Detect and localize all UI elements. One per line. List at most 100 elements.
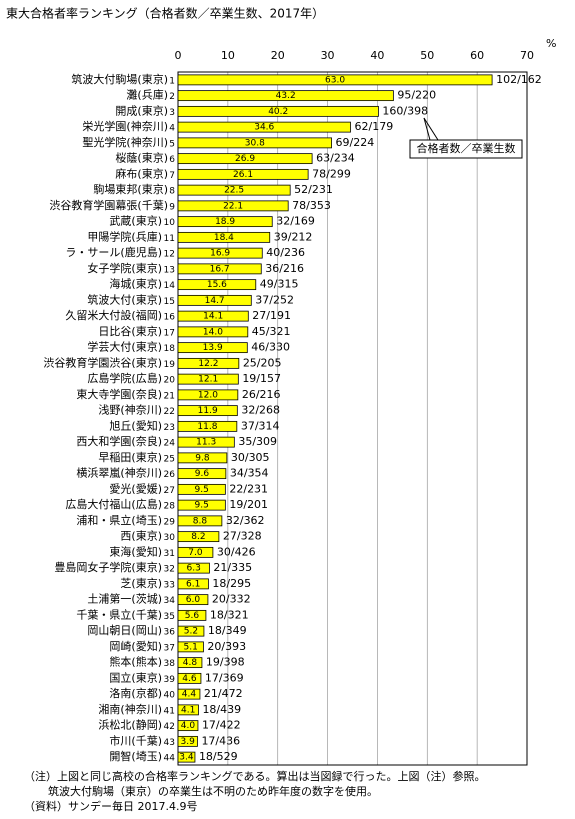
plot-frame bbox=[177, 71, 528, 766]
value-label: 3.9 bbox=[181, 737, 196, 747]
chart-title: 東大合格者率ランキング（合格者数／卒業生数、2017年） bbox=[6, 6, 324, 21]
bar bbox=[177, 625, 205, 637]
value-label: 16.9 bbox=[210, 249, 230, 259]
category-label: 開成(東京) bbox=[115, 103, 168, 117]
value-label: 9.5 bbox=[195, 501, 209, 511]
ratio-label: 26/216 bbox=[242, 388, 281, 401]
value-label: 4.6 bbox=[182, 674, 197, 684]
category-label: 土浦第一(茨城) bbox=[87, 592, 162, 606]
ratio-label: 35/309 bbox=[238, 435, 277, 448]
bar bbox=[177, 672, 202, 684]
category-label: 国立(東京) bbox=[109, 670, 162, 684]
bar bbox=[177, 420, 238, 432]
rank-label: 8 bbox=[169, 187, 175, 197]
category-label: 熊本(熊本) bbox=[109, 655, 162, 669]
value-label: 9.6 bbox=[195, 469, 210, 479]
note: （注）上図と同じ高校の合格率ランキングである。算出は当図録で行った。上図（注）参… bbox=[24, 769, 486, 783]
rank-label: 24 bbox=[164, 439, 176, 449]
category-label: 聖光学院(神奈川) bbox=[82, 135, 168, 149]
value-label: 9.5 bbox=[195, 485, 209, 495]
value-label: 34.6 bbox=[254, 123, 274, 133]
value-label: 11.3 bbox=[196, 438, 216, 448]
ratio-label: 21/472 bbox=[204, 687, 243, 700]
rank-label: 2 bbox=[169, 92, 175, 102]
value-label: 8.2 bbox=[191, 532, 205, 542]
category-label: 武蔵(東京) bbox=[109, 214, 162, 228]
bar bbox=[177, 436, 235, 448]
rank-label: 20 bbox=[164, 376, 176, 386]
rank-label: 15 bbox=[164, 297, 175, 307]
category-label: 渋谷教育学園幕張(千葉) bbox=[49, 198, 168, 212]
rank-label: 18 bbox=[164, 344, 176, 354]
value-label: 13.9 bbox=[203, 343, 223, 353]
category-label: 東海(愛知) bbox=[109, 544, 162, 558]
rank-label: 21 bbox=[164, 391, 175, 401]
rank-label: 16 bbox=[164, 313, 176, 323]
category-label: 甲陽学院(兵庫) bbox=[87, 229, 162, 243]
bar bbox=[177, 184, 291, 196]
ratio-label: 19/201 bbox=[229, 498, 268, 511]
ratio-label: 37/252 bbox=[255, 293, 294, 306]
rank-label: 44 bbox=[164, 754, 176, 764]
category-label: 旭丘(愛知) bbox=[109, 418, 162, 432]
ratio-label: 18/349 bbox=[208, 624, 247, 637]
ratio-label: 78/299 bbox=[312, 167, 351, 180]
ratio-label: 20/393 bbox=[207, 640, 246, 653]
bar bbox=[177, 279, 257, 291]
ratio-label: 27/191 bbox=[252, 309, 291, 322]
x-tick-label: 40 bbox=[370, 49, 384, 62]
bar bbox=[177, 121, 351, 133]
value-label: 5.1 bbox=[184, 642, 198, 652]
ratio-label: 17/369 bbox=[205, 671, 244, 684]
value-label: 12.1 bbox=[198, 375, 218, 385]
bar bbox=[177, 609, 207, 621]
category-label: 千葉・県立(千葉) bbox=[76, 607, 162, 621]
rank-label: 23 bbox=[164, 423, 175, 433]
bar bbox=[177, 373, 239, 385]
callout-text: 合格者数／卒業生数 bbox=[417, 141, 516, 155]
x-tick-label: 60 bbox=[470, 49, 484, 62]
category-label: 女子学院(東京) bbox=[87, 261, 162, 275]
bar bbox=[177, 326, 249, 338]
bar bbox=[177, 578, 209, 590]
rank-label: 29 bbox=[164, 517, 176, 527]
rank-label: 31 bbox=[164, 549, 175, 559]
category-label: 浜松北(静岡) bbox=[98, 718, 162, 732]
category-label: 岡山朝日(岡山) bbox=[87, 624, 162, 637]
rank-label: 27 bbox=[164, 486, 175, 496]
x-tick-label: 70 bbox=[520, 49, 534, 62]
value-label: 43.2 bbox=[276, 91, 296, 101]
ratio-label: 46/330 bbox=[251, 341, 290, 354]
rank-label: 32 bbox=[164, 565, 175, 575]
rank-label: 26 bbox=[164, 470, 176, 480]
value-label: 18.4 bbox=[214, 233, 234, 243]
category-label: 早稲田(東京) bbox=[98, 450, 162, 464]
bar bbox=[177, 751, 196, 763]
rank-label: 42 bbox=[164, 722, 175, 732]
ratio-label: 102/162 bbox=[496, 73, 542, 86]
ratio-label: 21/335 bbox=[213, 561, 252, 574]
x-tick-label: 0 bbox=[175, 49, 182, 62]
category-label: 麻布(東京) bbox=[115, 166, 168, 180]
bar bbox=[177, 216, 273, 228]
ratio-label: 18/321 bbox=[210, 608, 249, 621]
ratio-label: 18/439 bbox=[202, 703, 241, 716]
category-label: 豊島岡女子学院(東京) bbox=[54, 560, 162, 574]
rank-label: 14 bbox=[164, 281, 176, 291]
bar bbox=[177, 499, 226, 511]
x-unit: % bbox=[546, 37, 556, 50]
rank-label: 25 bbox=[164, 454, 175, 464]
value-label: 9.8 bbox=[195, 453, 210, 463]
category-label: 日比谷(東京) bbox=[98, 324, 162, 338]
bar bbox=[177, 263, 262, 275]
x-tick-label: 10 bbox=[221, 49, 235, 62]
category-label: 岡崎(愛知) bbox=[109, 639, 162, 653]
bar bbox=[177, 231, 271, 243]
ratio-label: 30/305 bbox=[231, 451, 270, 464]
ratio-label: 49/315 bbox=[260, 278, 299, 291]
rank-label: 30 bbox=[164, 533, 176, 543]
value-label: 40.2 bbox=[268, 107, 288, 117]
rank-label: 43 bbox=[164, 738, 175, 748]
bar bbox=[177, 562, 210, 574]
bar bbox=[177, 735, 198, 747]
